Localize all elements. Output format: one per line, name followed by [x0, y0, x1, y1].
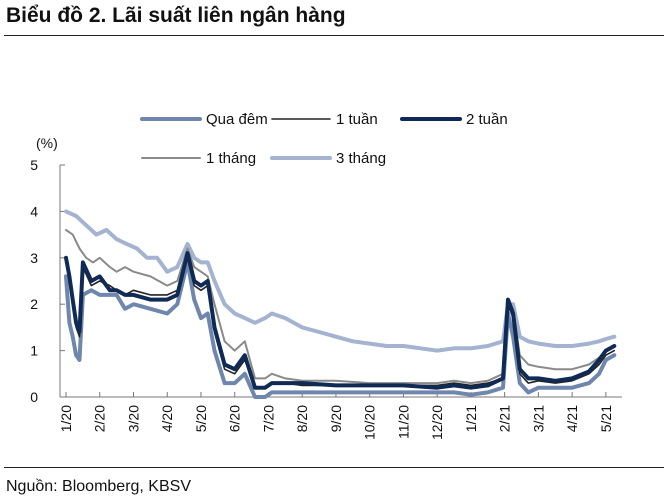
x-tick-label: 3/21	[530, 405, 546, 432]
x-tick-label: 2/21	[497, 405, 513, 432]
x-tick-label: 1/20	[58, 405, 74, 432]
x-tick-label: 3/20	[125, 405, 141, 432]
source-note: Nguồn: Bloomberg, KBSV	[6, 478, 191, 495]
x-tick-label: 8/20	[294, 405, 310, 432]
x-tick-label: 1/21	[463, 405, 479, 432]
source-divider	[4, 467, 664, 468]
x-tick-label: 12/20	[429, 405, 445, 440]
x-tick-label: 5/20	[193, 405, 209, 432]
series-line	[64, 251, 617, 390]
chart-axes: 0 1 2 3 4 5 (%) 1/20 2/20 3/20 4/20 5/20 6/20 7/20 8/2…	[30, 135, 622, 440]
title-divider	[4, 35, 664, 36]
y-tick-label: 3	[30, 250, 38, 266]
x-tick-label: 10/20	[362, 405, 378, 440]
y-axis-label: (%)	[36, 135, 58, 151]
x-tick-label: 4/20	[159, 405, 175, 432]
legend-label: 1 tuần	[336, 111, 378, 128]
line-chart: 0 1 2 3 4 5 (%) 1/20 2/20 3/20 4/20 5/20 6/20 7/20 8/2…	[30, 111, 622, 440]
y-tick-label: 4	[30, 203, 38, 219]
legend-label: 2 tuần	[466, 111, 508, 128]
series-line	[64, 260, 617, 399]
legend-label: Qua đêm	[206, 111, 268, 128]
legend-label: 3 tháng	[336, 150, 386, 167]
series-line	[64, 209, 617, 353]
y-tick-label: 0	[30, 389, 38, 405]
chart-legend: Qua đêm 1 tuần 2 tuần 1 tháng 3 tháng	[140, 111, 508, 167]
series-line	[65, 229, 616, 385]
x-tick-label: 7/20	[260, 405, 276, 432]
chart-title: Biểu đồ 2. Lãi suất liên ngân hàng	[6, 4, 346, 27]
x-tick-label: 11/20	[395, 405, 411, 439]
x-tick-label: 5/21	[598, 405, 614, 432]
y-tick-label: 5	[30, 157, 38, 173]
series-layer	[64, 209, 617, 399]
series-line	[65, 257, 616, 389]
x-tick-label: 4/21	[564, 405, 580, 432]
x-tick-label: 6/20	[227, 405, 243, 432]
y-tick-label: 2	[30, 296, 38, 312]
legend-label: 1 tháng	[206, 150, 256, 167]
y-tick-label: 1	[30, 343, 38, 359]
x-tick-label: 9/20	[328, 405, 344, 432]
x-tick-label: 2/20	[92, 405, 108, 432]
